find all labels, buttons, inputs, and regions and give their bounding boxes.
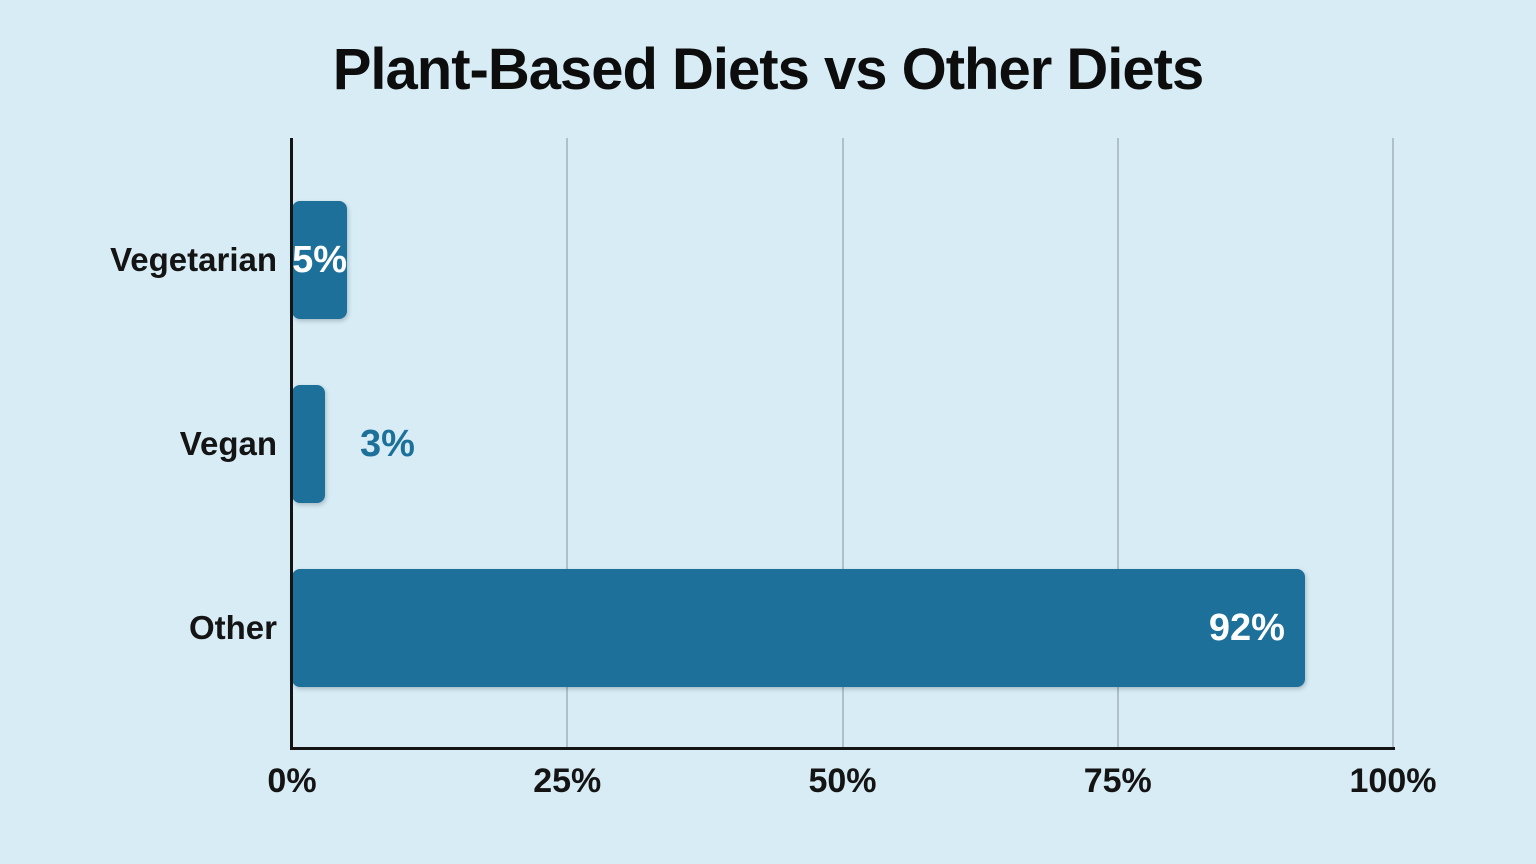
x-tick-label-25pct: 25%	[533, 762, 602, 800]
category-label-vegetarian: Vegetarian	[110, 241, 277, 278]
gridline-50%	[841, 138, 844, 750]
bar-value-label-vegan: 3%	[360, 423, 415, 465]
bar-vegetarian	[292, 201, 348, 319]
x-tick-label-0pct: 0%	[267, 762, 317, 800]
bar-value-label-other: 92%	[1208, 607, 1285, 649]
x-tick-label-75pct: 75%	[1083, 762, 1152, 800]
bar-other	[292, 569, 1305, 687]
category-label-other: Other	[188, 609, 277, 646]
plot-area: 5% 3% 92%	[290, 138, 1395, 750]
y-axis-line	[290, 138, 293, 750]
chart-title: Plant-Based Diets vs Other Diets	[332, 37, 1205, 102]
gridline-100%	[1392, 138, 1394, 750]
category-label-vegan: Vegan	[179, 425, 277, 462]
x-tick-label-50pct: 50%	[808, 762, 877, 800]
gridline-25%	[566, 138, 569, 750]
x-axis-line	[290, 747, 1395, 750]
gridline-75%	[1116, 138, 1119, 750]
bar-value-label-vegetarian: 5%	[292, 239, 347, 281]
x-tick-label-100pct: 100%	[1349, 762, 1437, 800]
bar-vegan	[292, 385, 326, 503]
